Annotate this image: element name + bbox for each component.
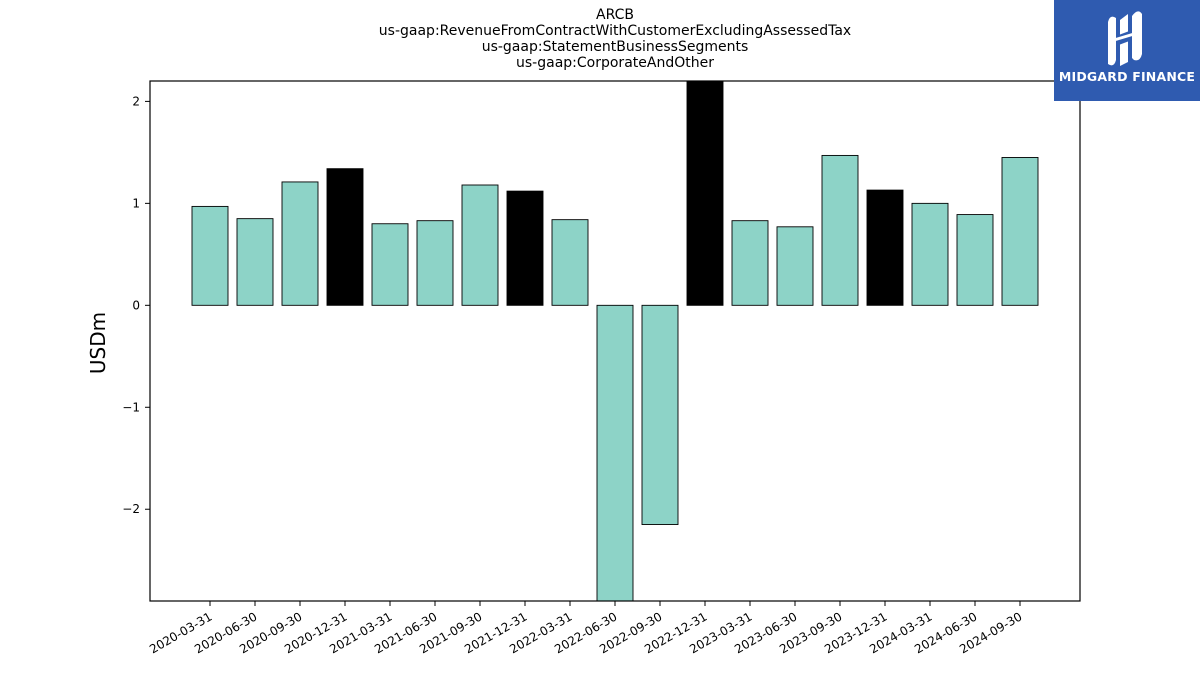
bar-2021-09-30 [461, 184, 499, 306]
bar-2023-09-30 [821, 154, 859, 306]
x-axis-ticks: 2020-03-312020-06-302020-09-302020-12-31… [147, 601, 1025, 656]
y-tick-label: 0 [132, 298, 140, 312]
chart-title-line-2: us-gaap:RevenueFromContractWithCustomerE… [378, 23, 852, 39]
bar-2022-06-30 [596, 304, 634, 602]
chart-title-line-4: us-gaap:CorporateAndOther [516, 55, 714, 71]
y-tick-label: −2 [122, 502, 140, 516]
brand-logo: MIDGARD FINANCE [1054, 0, 1200, 101]
bars-group [191, 80, 1039, 602]
bar-2022-03-31 [551, 219, 589, 306]
bar-2020-09-30 [281, 181, 319, 306]
bar-2024-09-30 [1001, 157, 1039, 306]
bar-2023-12-31 [866, 189, 904, 306]
bar-2021-12-31 [506, 190, 544, 306]
chart-title-line-1: ARCB [596, 7, 634, 23]
bar-2024-06-30 [956, 214, 994, 306]
y-axis-label: USDm [86, 311, 110, 375]
bar-2022-12-31 [686, 80, 724, 306]
brand-name: MIDGARD FINANCE [1058, 69, 1196, 84]
bar-2024-03-31 [911, 202, 949, 306]
bar-2020-03-31 [191, 205, 229, 306]
bar-2020-06-30 [236, 218, 274, 306]
bar-2021-06-30 [416, 220, 454, 306]
bar-2023-03-31 [731, 220, 769, 306]
y-axis-ticks: −2 −1 0 1 2 [122, 94, 150, 516]
y-tick-label: 2 [132, 94, 140, 108]
y-tick-label: −1 [122, 400, 140, 414]
plot-frame [149, 80, 1081, 602]
y-tick-label: 1 [132, 196, 140, 210]
bar-2022-09-30 [641, 304, 679, 525]
bar-2021-03-31 [371, 223, 409, 306]
bar-2023-06-30 [776, 226, 814, 306]
bar-2020-12-31 [326, 168, 364, 306]
midgard-logo-icon [1054, 0, 1200, 101]
chart-title-line-3: us-gaap:StatementBusinessSegments [481, 39, 749, 55]
